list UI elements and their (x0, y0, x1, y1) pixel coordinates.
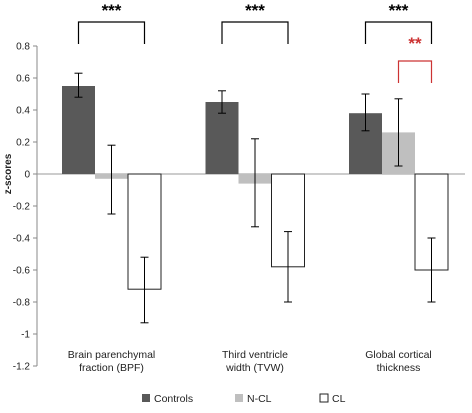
legend-label: N-CL (247, 393, 272, 405)
bar-controls-0 (62, 86, 95, 174)
category-label: Third ventricle (222, 349, 288, 361)
y-tick-label: -0.8 (13, 298, 31, 309)
category-label: thickness (377, 362, 421, 374)
y-tick-label: 0.4 (16, 106, 30, 117)
y-tick-label: 0 (24, 170, 30, 181)
significance-label: *** (389, 1, 409, 20)
category-label: Brain parenchymal (68, 349, 156, 361)
category-label: fraction (BPF) (79, 362, 144, 374)
y-tick-label: 0.6 (16, 74, 30, 85)
y-tick-label: -1 (21, 330, 30, 341)
category-label: width (TVW) (225, 362, 284, 374)
bar-controls-1 (205, 102, 239, 174)
legend-swatch-controls (142, 394, 150, 402)
y-tick-label: -0.6 (13, 266, 31, 277)
y-tick-label: 0.8 (16, 42, 30, 53)
significance-bracket (77, 21, 146, 44)
significance-bracket (364, 21, 433, 44)
y-tick-label: 0.2 (16, 138, 30, 149)
legend-swatch-n-cl (235, 394, 243, 402)
category-label: Global cortical (365, 349, 432, 361)
y-tick-label: -0.4 (13, 234, 31, 245)
y-axis-label: z-scores (3, 153, 14, 194)
legend-swatch-cl (319, 393, 329, 403)
legend-label: CL (332, 393, 346, 405)
legend-label: Controls (154, 393, 193, 405)
significance-label: *** (102, 1, 122, 20)
significance-bracket (397, 60, 433, 83)
y-tick-label: -1.2 (13, 362, 31, 373)
y-tick-label: -0.2 (13, 202, 31, 213)
significance-label: *** (245, 1, 265, 20)
significance-bracket (221, 21, 289, 44)
significance-label: ** (408, 34, 422, 53)
